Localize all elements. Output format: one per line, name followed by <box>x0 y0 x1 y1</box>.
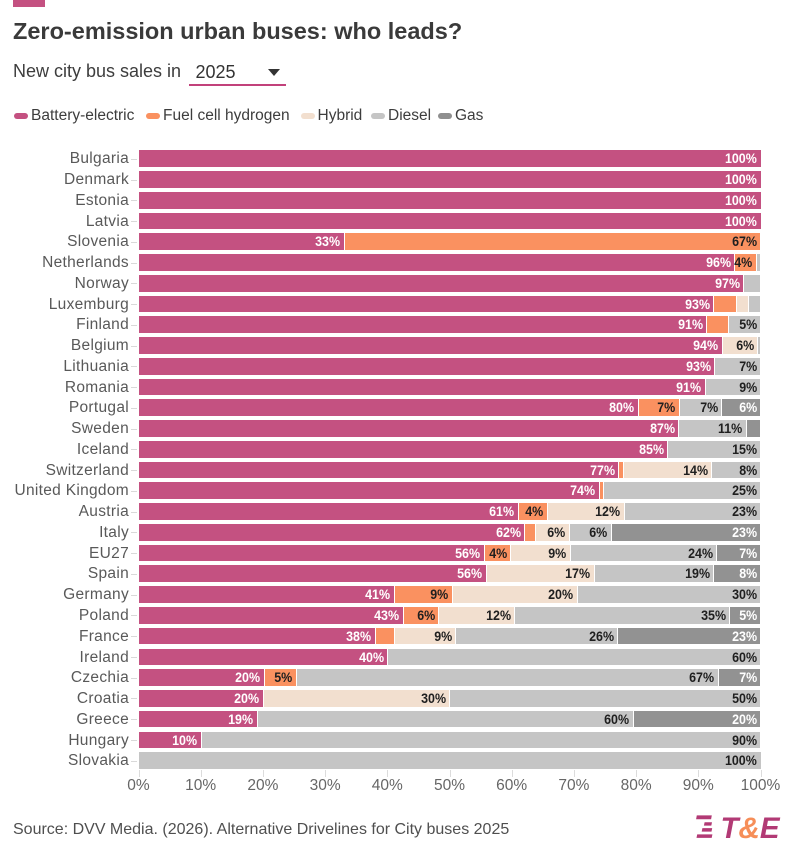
svg-text:T&E: T&E <box>721 813 781 843</box>
